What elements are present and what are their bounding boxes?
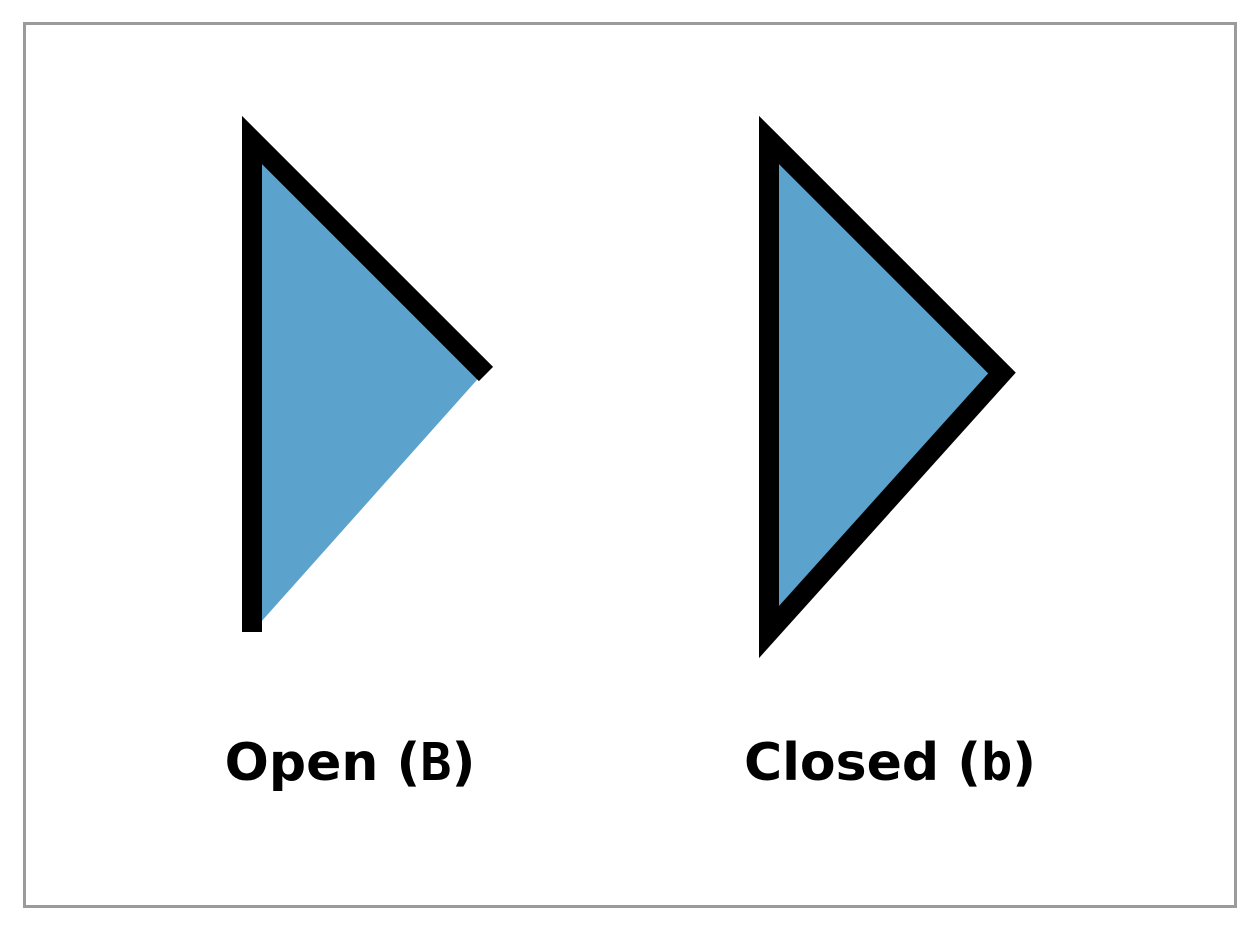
open-caption: Open ( B ) bbox=[200, 728, 500, 798]
closed-caption: Closed ( b ) bbox=[735, 728, 1045, 798]
figure-frame bbox=[23, 22, 1237, 908]
open-caption-code: B bbox=[420, 733, 452, 793]
open-path-shape bbox=[242, 115, 494, 632]
closed-path-fill-stroke bbox=[759, 115, 1016, 659]
open-path-fill bbox=[252, 140, 484, 632]
closed-caption-code: b bbox=[980, 733, 1013, 793]
closed-caption-word: Closed bbox=[743, 733, 940, 793]
closed-caption-paren-right: ) bbox=[1012, 733, 1037, 793]
open-caption-word: Open bbox=[224, 733, 379, 793]
closed-caption-paren-left: ( bbox=[957, 733, 981, 793]
open-caption-paren-left: ( bbox=[396, 733, 421, 793]
closed-path-shape bbox=[759, 115, 1016, 659]
open-path-stroke bbox=[242, 115, 494, 632]
open-caption-paren-right: ) bbox=[451, 733, 476, 793]
